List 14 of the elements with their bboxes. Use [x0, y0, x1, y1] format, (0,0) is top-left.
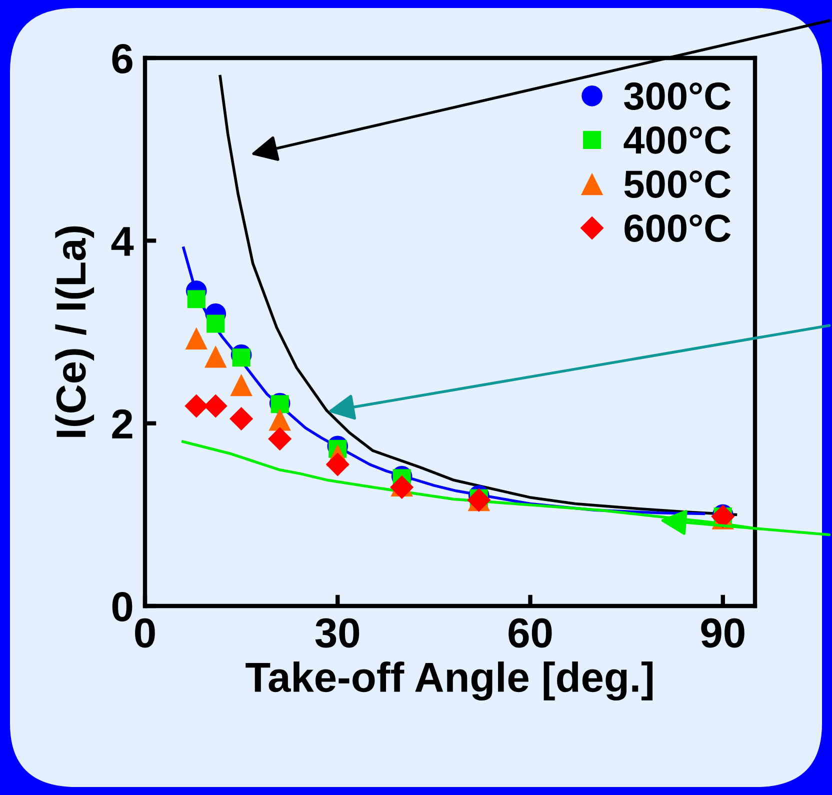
x-tick-label: 0 [135, 618, 155, 648]
legend-label: 600°C [624, 214, 731, 242]
y-tick-label: 6 [112, 44, 132, 74]
x-axis-title: Take-off Angle [deg.] [246, 662, 653, 701]
legend-label: 400°C [624, 126, 731, 154]
x-tick-label: 60 [508, 618, 552, 648]
legend-label: 500°C [624, 170, 731, 198]
y-tick-label: 4 [111, 227, 134, 256]
y-axis-title: I(Ce) / I(La) [55, 226, 94, 437]
y-tick-label: 0 [112, 592, 132, 622]
legend-label: 300°C [624, 82, 731, 110]
x-tick-label: 30 [315, 618, 360, 648]
y-tick-label: 2 [112, 409, 132, 438]
x-tick-label: 90 [701, 618, 744, 648]
